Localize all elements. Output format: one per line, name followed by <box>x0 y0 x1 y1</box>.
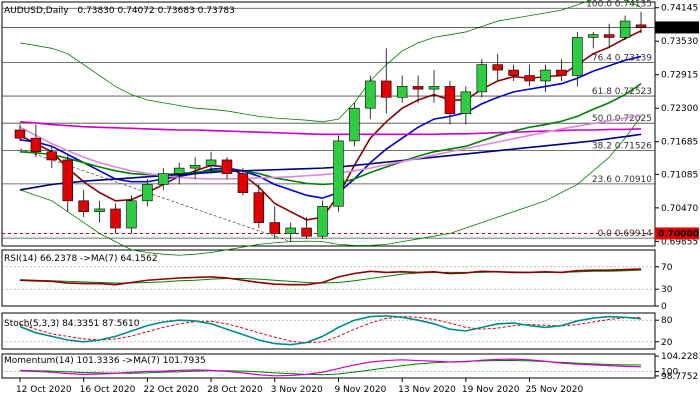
candle-body <box>237 173 249 193</box>
panel-border-stoch <box>1 312 656 350</box>
current-price-label: 0.73783 <box>658 23 695 33</box>
x-tick-label: 28 Oct 2020 <box>207 385 263 395</box>
candle-body <box>94 208 105 212</box>
candle-body <box>349 107 360 142</box>
rsi-panel: 70 30 0 <box>2 263 673 312</box>
candle-body <box>412 86 424 90</box>
candle-body <box>301 227 312 237</box>
stoch-title: Stoch(5,3,3) 84.3351 87.5610 <box>4 319 140 329</box>
price-panel: 0.74145 0.73530 0.72915 0.72300 0.71685 0.710… <box>2 0 699 256</box>
y-tick-label: 0.74145 <box>661 4 698 14</box>
candle-body <box>158 173 169 185</box>
candle-body <box>396 86 408 98</box>
y-tick-label: 0.73530 <box>661 37 698 47</box>
candle-body <box>460 91 472 114</box>
fib-level-label: 23.6 0.70910 <box>592 175 652 185</box>
candle-body <box>62 159 73 202</box>
y-tick-label: 0.69855 <box>661 237 698 247</box>
candle-body <box>78 200 89 212</box>
moving-average-line <box>19 83 642 186</box>
stoch-k-line <box>19 315 642 346</box>
candle-body <box>173 167 185 174</box>
candle-body <box>588 34 599 38</box>
y-tick-label: 0.72300 <box>661 104 698 114</box>
rsi-tick-label: 0 <box>661 302 667 312</box>
level-marker-label: 0.70000 <box>658 229 699 239</box>
candle-body <box>492 64 503 71</box>
moving-average-line <box>19 30 642 221</box>
momentum-tick-label: 98.7752 <box>661 372 698 382</box>
candle-body <box>142 184 153 202</box>
chart-title: AUDUSD,Daily 0.73830 0.74072 0.73683 0.7… <box>4 6 235 16</box>
candle-body <box>381 80 392 98</box>
candle-body <box>221 159 233 174</box>
candle-body <box>365 80 376 109</box>
x-tick-label: 25 Nov 2020 <box>526 385 584 395</box>
moving-average-line <box>19 114 642 180</box>
y-tick-label: 0.70470 <box>661 204 698 214</box>
candle-body <box>444 86 456 114</box>
candle-body <box>333 140 344 207</box>
x-tick-label: 13 Nov 2020 <box>398 385 456 395</box>
candle-body <box>619 20 631 38</box>
x-tick-label: 19 Nov 2020 <box>462 385 520 395</box>
momentum-tick-label: 104.2281 <box>661 352 700 362</box>
level-marker-box <box>655 227 699 240</box>
fib-level-label: 61.8 0.72523 <box>592 87 652 97</box>
fib-level-label: 0.0 0.69914 <box>598 229 653 239</box>
momentum-title: Momentum(14) 101.3336 ->MA(7) 101.7935 <box>4 356 206 366</box>
stoch-tick-label: 80 <box>661 316 673 326</box>
moving-average-line <box>19 133 642 191</box>
candle-body <box>540 69 551 82</box>
candle-body <box>253 192 265 223</box>
candle-body <box>285 227 296 234</box>
rsi-title: RSI(14) 66.2378 ->MA(7) 64.1562 <box>4 254 158 264</box>
candle-body <box>476 64 488 93</box>
candle-body <box>556 69 567 76</box>
rsi-line <box>19 268 642 286</box>
stoch-d-line <box>19 316 642 344</box>
candle-body <box>110 208 121 229</box>
rsi-tick-label: 30 <box>661 285 673 295</box>
moving-average-line <box>19 55 642 199</box>
fib-level-label: 76.4 0.73139 <box>592 54 652 64</box>
fib-level-label: 100.0 0.74135 <box>586 0 652 9</box>
candle-body <box>572 37 583 76</box>
candle-body <box>205 159 217 166</box>
candle-body <box>46 151 58 161</box>
candle-body <box>317 205 328 237</box>
momentum-line <box>19 358 642 377</box>
y-tick-label: 0.71685 <box>661 138 698 148</box>
candle-body <box>189 165 201 169</box>
x-tick-label: 16 Oct 2020 <box>80 385 136 395</box>
candle-body <box>269 222 280 234</box>
candle-body <box>603 34 615 38</box>
bollinger-upper-line <box>19 0 642 123</box>
x-tick-label: 3 Nov 2020 <box>271 385 323 395</box>
candle-body <box>14 129 26 139</box>
moving-average-line <box>19 121 642 136</box>
momentum-tick-label: 100 <box>661 367 678 377</box>
bollinger-lower-line <box>19 116 642 256</box>
candle-body <box>524 75 535 82</box>
panel-border-rsi <box>1 249 656 307</box>
x-axis: 12 Oct 2020 16 Oct 2020 22 Oct 2020 28 Oct … <box>16 378 584 395</box>
candle-body <box>508 69 519 76</box>
stoch-panel: 80 20 <box>2 315 673 348</box>
rsi-tick-label: 70 <box>661 263 673 273</box>
y-tick-label: 0.72915 <box>661 71 698 81</box>
candle-body <box>30 137 42 153</box>
x-tick-label: 9 Nov 2020 <box>334 385 386 395</box>
y-tick-label: 0.71085 <box>661 170 698 180</box>
candle-body <box>428 86 440 90</box>
x-tick-label: 12 Oct 2020 <box>16 385 72 395</box>
stoch-tick-label: 20 <box>661 338 673 348</box>
current-price-box <box>655 21 699 34</box>
fib-level-label: 38.2 0.71526 <box>592 141 652 151</box>
candle-body <box>126 200 137 229</box>
x-tick-label: 22 Oct 2020 <box>143 385 199 395</box>
